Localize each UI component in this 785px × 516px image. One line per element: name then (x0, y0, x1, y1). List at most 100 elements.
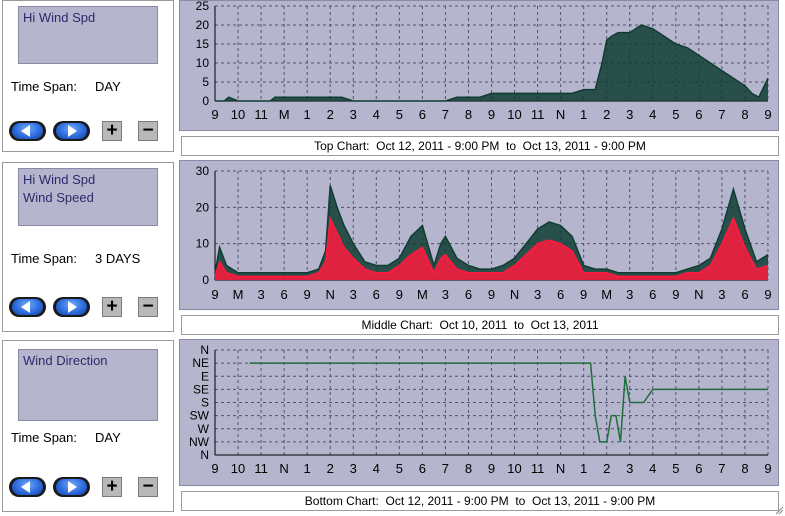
x-tick-label: 9 (304, 287, 311, 302)
x-tick-label: M (233, 287, 244, 302)
x-tick-label: 11 (254, 107, 268, 122)
zoom-in-button-middle[interactable]: + (102, 297, 122, 317)
x-tick-label: 3 (350, 461, 357, 476)
x-tick-label: 9 (764, 461, 771, 476)
x-tick-label: M (417, 287, 428, 302)
timespan-middle: Time Span: 3 DAYS (11, 251, 140, 266)
y-tick-label: 10 (196, 56, 210, 70)
timespan-bottom: Time Span: DAY (11, 430, 121, 445)
x-tick-label: 3 (350, 107, 357, 122)
y-tick-label: 0 (202, 94, 209, 108)
chart-top: 9 10 11 M 1 2 3 4 5 6 7 8 9 10 11 N 1 2 3 4 5 6 7 8 9 0 5 10 15 20 25 (179, 0, 779, 131)
arrow-right-icon (68, 301, 77, 313)
x-tick-label: 8 (741, 461, 748, 476)
x-tick-label: 10 (231, 461, 245, 476)
y-tick-label: N (200, 448, 209, 462)
x-tick-label: 4 (649, 107, 656, 122)
x-tick-label: 10 (507, 107, 521, 122)
x-tick-label: 8 (741, 107, 748, 122)
x-tick-label: 3 (626, 107, 633, 122)
next-button-bottom[interactable] (53, 477, 90, 497)
chart-middle: 9 M 3 6 9 N 3 6 9 M 3 6 9 N 3 6 9 M 3 6 9 N 3 6 9 0 10 20 30 (179, 160, 779, 310)
x-tick-label: 6 (281, 287, 288, 302)
series-item: Hi Wind Spd (23, 10, 96, 25)
x-tick-label: 3 (257, 287, 264, 302)
caption-top: Top Chart: Oct 12, 2011 - 9:00 PM to Oct… (181, 136, 779, 156)
x-tick-label: 2 (603, 461, 610, 476)
x-tick-label: 10 (507, 461, 521, 476)
zoom-out-button-middle[interactable]: − (138, 297, 158, 317)
x-tick-label: 9 (488, 107, 495, 122)
timespan-value: DAY (95, 430, 121, 445)
y-tick-label: 30 (196, 164, 210, 178)
series-item: Wind Speed (23, 190, 94, 205)
resize-grip-icon[interactable] (774, 505, 784, 515)
series-list-top[interactable]: Hi Wind Spd (18, 6, 158, 64)
x-tick-label: 3 (626, 461, 633, 476)
x-tick-label: 9 (211, 461, 218, 476)
series-list-bottom[interactable]: Wind Direction (18, 349, 158, 421)
prev-button-top[interactable] (9, 121, 46, 141)
x-tick-label: 9 (211, 287, 218, 302)
arrow-left-icon (21, 481, 30, 493)
arrow-right-icon (68, 481, 77, 493)
zoom-in-button-top[interactable]: + (102, 121, 122, 141)
series-line-hi-wind-spd (215, 24, 769, 102)
x-tick-label: 9 (580, 287, 587, 302)
y-tick-label: W (198, 422, 210, 436)
x-tick-label: N (279, 461, 288, 476)
prev-button-bottom[interactable] (9, 477, 46, 497)
series-line-hi-wind-spd (214, 185, 769, 274)
x-tick-label: 2 (603, 107, 610, 122)
x-tick-label: N (326, 287, 335, 302)
x-tick-label: 3 (350, 287, 357, 302)
series-item: Wind Direction (23, 353, 108, 368)
zoom-out-button-top[interactable]: − (138, 121, 158, 141)
series-line-wind-direction (249, 362, 768, 443)
x-tick-label: 7 (442, 461, 449, 476)
x-tick-label: 6 (557, 287, 564, 302)
zoom-out-button-bottom[interactable]: − (138, 477, 158, 497)
x-tick-label: 9 (488, 461, 495, 476)
x-tick-label: 6 (695, 107, 702, 122)
caption-middle: Middle Chart: Oct 10, 2011 to Oct 13, 20… (181, 315, 779, 335)
x-tick-label: 7 (442, 107, 449, 122)
y-tick-label: 5 (202, 75, 209, 89)
y-tick-label: 25 (196, 1, 210, 13)
y-tick-label: 10 (196, 237, 210, 251)
y-tick-label: S (201, 396, 209, 410)
x-tick-label: 11 (254, 461, 268, 476)
x-tick-label: 9 (764, 287, 771, 302)
series-area-hi-wind-spd (215, 25, 768, 101)
y-tick-label: 0 (202, 273, 209, 287)
x-tick-label: 6 (649, 287, 656, 302)
timespan-label: Time Span: (11, 251, 77, 266)
x-tick-label: 6 (419, 107, 426, 122)
y-tick-label: SE (193, 382, 209, 396)
series-item: Hi Wind Spd (23, 172, 96, 187)
prev-button-middle[interactable] (9, 297, 46, 317)
x-tick-label: 2 (327, 107, 334, 122)
timespan-top: Time Span: DAY (11, 79, 121, 94)
arrow-left-icon (21, 125, 30, 137)
zoom-in-button-bottom[interactable]: + (102, 477, 122, 497)
x-tick-label: 1 (580, 461, 587, 476)
x-tick-label: 4 (373, 461, 380, 476)
y-tick-label: SW (190, 409, 210, 423)
caption-bottom: Bottom Chart: Oct 12, 2011 - 9:00 PM to … (181, 491, 779, 511)
x-tick-label: 9 (488, 287, 495, 302)
next-button-top[interactable] (53, 121, 90, 141)
x-tick-label: N (510, 287, 519, 302)
arrow-left-icon (21, 301, 30, 313)
series-list-middle[interactable]: Hi Wind Spd Wind Speed (18, 168, 158, 226)
next-button-middle[interactable] (53, 297, 90, 317)
x-tick-label: 1 (304, 107, 311, 122)
y-tick-label: NW (189, 435, 210, 449)
series-area-hi-wind-spd (215, 185, 768, 280)
x-tick-label: 6 (419, 461, 426, 476)
side-panel-bottom: Wind Direction Time Span: DAY + − (2, 340, 174, 512)
x-tick-label: 5 (672, 461, 679, 476)
x-tick-label: 11 (531, 107, 545, 122)
